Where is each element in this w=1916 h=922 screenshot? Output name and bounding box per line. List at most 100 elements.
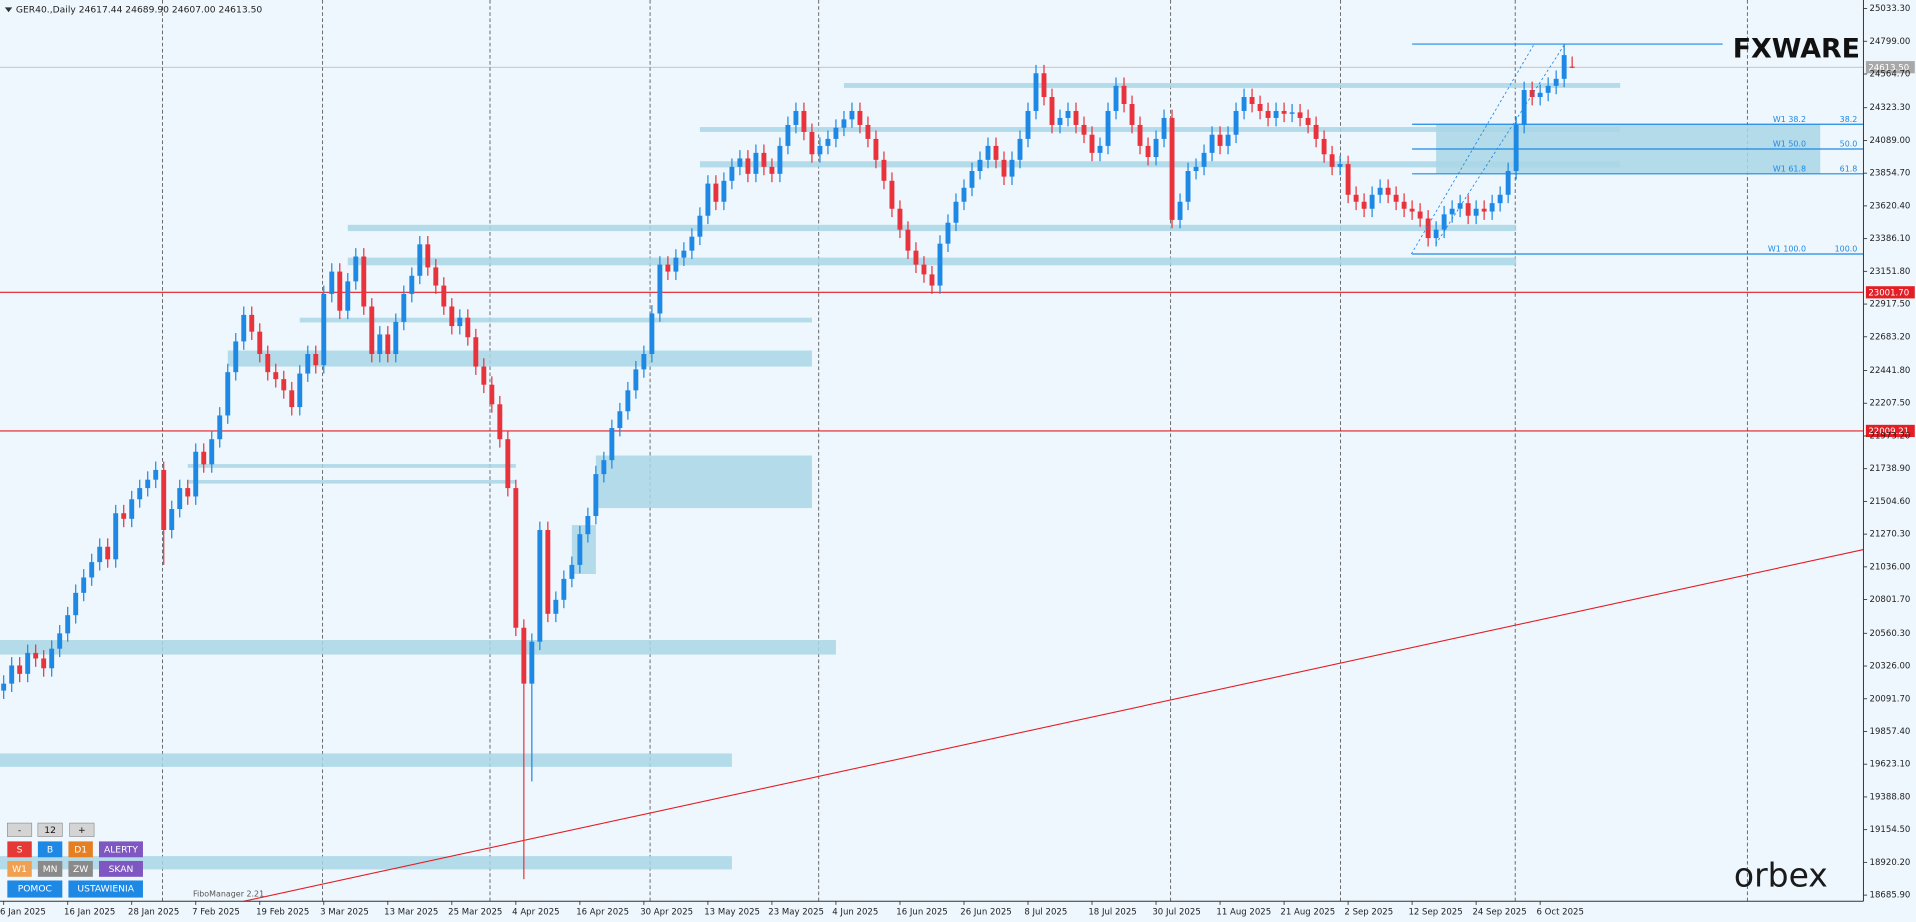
candle-body xyxy=(1505,171,1511,195)
candle-body xyxy=(545,529,551,614)
price-label-box xyxy=(1865,61,1915,74)
candle-body xyxy=(1257,103,1263,111)
button[interactable] xyxy=(37,841,63,858)
candle-body xyxy=(129,499,135,519)
button-label[interactable]: S xyxy=(17,844,23,855)
trendline xyxy=(243,549,1864,902)
button[interactable] xyxy=(37,822,63,837)
zone xyxy=(347,224,1517,232)
candle-body xyxy=(889,180,895,209)
y-tick-label: 23386.10 xyxy=(1870,234,1911,244)
candle-body xyxy=(777,145,783,174)
fib-ratio: 100.0 xyxy=(1835,245,1858,254)
candle-body xyxy=(1465,203,1471,216)
x-tick-label: 6 Oct 2025 xyxy=(1536,908,1583,918)
candle-body xyxy=(897,208,903,230)
x-tick-label: 16 Jun 2025 xyxy=(896,908,947,918)
candle-body xyxy=(1121,85,1127,104)
candle-body xyxy=(593,474,599,517)
candle-body xyxy=(913,250,919,265)
button[interactable] xyxy=(68,841,93,858)
candle-body xyxy=(905,229,911,251)
candle-body xyxy=(721,180,727,202)
button[interactable] xyxy=(68,860,93,877)
candle-body xyxy=(185,488,191,497)
candle-body xyxy=(553,599,559,614)
x-tick-label: 18 Jul 2025 xyxy=(1088,908,1136,918)
candle-body xyxy=(1249,97,1255,104)
candle-body xyxy=(393,321,399,355)
y-tick-label: 20801.70 xyxy=(1870,595,1911,605)
y-tick-label: 22917.50 xyxy=(1870,300,1911,310)
x-tick-label: 13 May 2025 xyxy=(704,908,760,918)
candle-body xyxy=(1305,117,1311,125)
candle-body xyxy=(433,267,439,286)
x-tick-label: 30 Apr 2025 xyxy=(640,908,693,918)
button-label[interactable]: POMOC xyxy=(18,884,52,895)
candle-body xyxy=(497,404,503,440)
button-label[interactable]: SKAN xyxy=(109,864,134,875)
candle-body xyxy=(465,317,471,338)
button-label[interactable]: USTAWIENIA xyxy=(77,884,134,895)
button[interactable] xyxy=(7,860,32,877)
price-label: 23001.70 xyxy=(1868,288,1909,298)
button-label[interactable]: D1 xyxy=(74,844,87,855)
candle-body xyxy=(1049,97,1055,125)
y-tick-label: 23151.80 xyxy=(1870,267,1911,277)
candle-body xyxy=(969,171,975,188)
y-tick-label: 21270.30 xyxy=(1870,530,1911,540)
candle-body xyxy=(153,469,159,480)
button[interactable] xyxy=(7,822,33,837)
candle-body xyxy=(1217,134,1223,146)
candle-body xyxy=(409,275,415,294)
button-label[interactable]: ZW xyxy=(73,864,88,875)
candle-body xyxy=(425,244,431,268)
y-tick-label: 21738.90 xyxy=(1870,464,1911,474)
x-tick-label: 6 Jan 2025 xyxy=(0,908,46,918)
candle-body xyxy=(1177,201,1183,220)
zone xyxy=(0,753,732,767)
candle-body xyxy=(105,546,111,560)
candle-body xyxy=(1153,138,1159,158)
candle-body xyxy=(1569,66,1575,68)
x-tick-label: 24 Sep 2025 xyxy=(1472,908,1526,918)
candle-body xyxy=(793,110,799,125)
button-label[interactable]: 12 xyxy=(44,825,56,836)
button[interactable] xyxy=(7,880,63,898)
zone xyxy=(187,479,516,484)
candle-body xyxy=(1313,124,1319,139)
button-label[interactable]: + xyxy=(78,825,86,836)
button[interactable] xyxy=(69,822,95,837)
button-label[interactable]: MN xyxy=(43,864,58,875)
button-label[interactable]: W1 xyxy=(12,864,27,875)
button[interactable] xyxy=(68,880,143,898)
button[interactable] xyxy=(7,841,32,858)
button[interactable] xyxy=(37,860,63,877)
candle-body xyxy=(137,488,143,500)
candle-body xyxy=(225,372,231,416)
candle-body xyxy=(25,652,31,674)
indicator-label: FiboManager 2.21 xyxy=(193,889,264,898)
candle-body xyxy=(513,488,519,628)
candle-body xyxy=(873,138,879,160)
candle-body xyxy=(241,314,247,342)
candle-body xyxy=(1529,90,1535,98)
candle-body xyxy=(641,354,647,370)
candle-body xyxy=(937,243,943,286)
button[interactable] xyxy=(98,841,143,858)
y-tick-label: 19623.10 xyxy=(1870,760,1911,770)
candle-body xyxy=(473,337,479,367)
candle-body xyxy=(665,264,671,272)
x-tick-label: 26 Jun 2025 xyxy=(960,908,1011,918)
button-label[interactable]: B xyxy=(47,844,53,855)
candle-body xyxy=(217,415,223,440)
candle-body xyxy=(233,341,239,373)
button[interactable] xyxy=(98,860,143,877)
y-tick-label: 21973.20 xyxy=(1870,431,1911,441)
button-label[interactable]: ALERTY xyxy=(104,844,138,855)
button-label[interactable]: - xyxy=(18,825,21,836)
candle-body xyxy=(1097,145,1103,153)
candle-body xyxy=(329,271,335,294)
candle-body xyxy=(1145,145,1151,158)
